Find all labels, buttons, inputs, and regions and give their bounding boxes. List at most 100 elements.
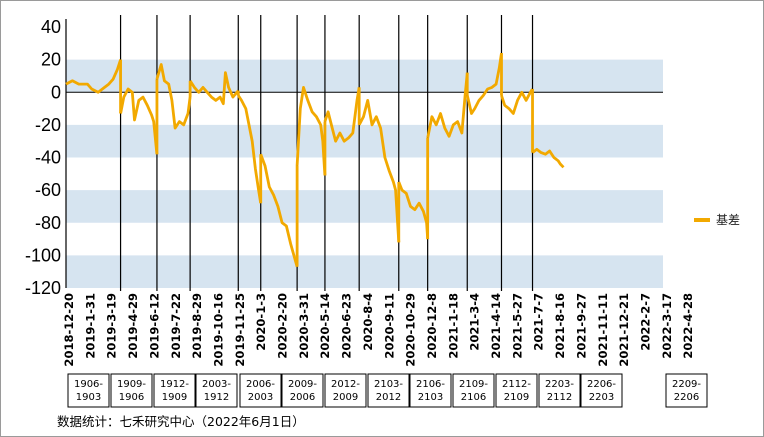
- contract-label: 2209-: [672, 379, 701, 390]
- contract-label: 1903: [76, 392, 101, 403]
- contract-box-border: [495, 373, 538, 408]
- x-tick-label: 2021-7-7: [532, 293, 546, 351]
- series-line-segment: [397, 181, 430, 240]
- contract-box-border: [367, 373, 410, 408]
- x-tick-label: 2021-11-11: [596, 293, 610, 367]
- contract-label: 2006-: [246, 379, 275, 390]
- series-line-segment: [426, 72, 469, 139]
- x-tick-label: 2021-1-18: [446, 293, 460, 359]
- y-tick-label: 20: [41, 50, 61, 70]
- contract-box: 2106- 2103: [409, 373, 452, 408]
- y-tick-label: -40: [35, 148, 61, 168]
- y-tick-label: -60: [35, 180, 61, 200]
- contract-box-border: [580, 373, 623, 408]
- y-tick-label: -120: [25, 278, 61, 298]
- contract-label: 2112-: [502, 379, 531, 390]
- contract-label: 2109: [504, 392, 529, 403]
- x-tick-label: 2019-6-12: [147, 293, 161, 359]
- contract-label: 1909: [162, 392, 187, 403]
- x-tick-label: 2022-3-17: [660, 293, 674, 359]
- contract-label: 2003-: [202, 379, 231, 390]
- contract-label: 2003: [248, 392, 273, 403]
- grid-band: [66, 124, 663, 158]
- x-tick-label: 2021-4-14: [489, 293, 503, 359]
- x-tick-label: 2021-12-21: [617, 293, 631, 367]
- contract-label: 2103-: [374, 379, 403, 390]
- x-tick-label: 2020-9-11: [382, 293, 396, 359]
- contract-box: 2112- 2109: [495, 373, 538, 408]
- contract-label: 2203-: [545, 379, 574, 390]
- contract-box-border: [239, 373, 282, 408]
- contract-label: 2106-: [416, 379, 445, 390]
- contract-label: 1912-: [160, 379, 189, 390]
- x-tick-label: 2019-7-22: [169, 293, 183, 359]
- series-line-segment: [295, 86, 327, 176]
- x-tick-label: 2021-9-27: [574, 293, 588, 359]
- contract-label: 2012-: [331, 379, 360, 390]
- series-line-segment: [259, 153, 299, 268]
- contract-label: 2006: [290, 392, 315, 403]
- contract-box-border: [665, 373, 708, 408]
- grid-band: [66, 190, 663, 223]
- contract-label: 1906-: [74, 379, 103, 390]
- legend-swatch: [694, 217, 710, 222]
- contract-box: 2209- 2206: [665, 373, 708, 408]
- contract-box-border: [409, 373, 452, 408]
- contract-box: 2109- 2106: [452, 373, 495, 408]
- source-note: 数据统计：七禾研究中心（2022年6月1日）: [57, 414, 305, 429]
- contract-label: 2009-: [288, 379, 317, 390]
- x-tick-label: 2020-12-8: [425, 293, 439, 359]
- contract-box: 2006- 2003: [239, 373, 282, 408]
- contract-label: 2206: [674, 392, 699, 403]
- y-tick-label: -80: [35, 213, 61, 233]
- x-tick-label: 2019-11-25: [233, 293, 247, 367]
- contract-box: 2009- 2006: [281, 373, 324, 408]
- contract-label: 2106: [461, 392, 486, 403]
- x-tick-label: 2019-10-16: [211, 293, 225, 367]
- series-line-segment: [65, 59, 122, 94]
- series-line-segment: [119, 87, 159, 155]
- contract-label: 2012: [376, 392, 401, 403]
- series-line-segment: [531, 147, 565, 169]
- series-line-segment: [357, 99, 401, 243]
- contract-label: 1906: [119, 392, 144, 403]
- grid-band: [66, 59, 663, 93]
- contract-box-border: [153, 373, 196, 408]
- series-line-segment: [155, 63, 192, 130]
- contract-box: 1906- 1903: [67, 373, 110, 408]
- contract-label: 1909-: [117, 379, 146, 390]
- contract-box: 2003- 1912: [195, 373, 238, 408]
- y-tick-label: -20: [35, 115, 61, 135]
- contract-label: 2103: [418, 392, 443, 403]
- x-tick-label: 2020-5-14: [318, 293, 332, 359]
- y-tick-label: -100: [25, 245, 61, 265]
- x-tick-label: 2020-2-20: [276, 293, 290, 359]
- contract-box-border: [538, 373, 581, 408]
- contract-label: 2203: [589, 392, 614, 403]
- contract-label: 1912: [204, 392, 229, 403]
- x-tick-label: 2019-3-19: [105, 293, 119, 359]
- x-tick-label: 2020-3-31: [297, 293, 311, 359]
- x-tick-label: 2019-8-29: [190, 293, 204, 359]
- x-tick-label: 2021-3-4: [468, 293, 482, 351]
- contract-box: 2206- 2203: [580, 373, 623, 408]
- grid-band: [66, 255, 663, 288]
- contract-label: 2206-: [587, 379, 616, 390]
- series-line-segment: [237, 94, 263, 204]
- legend-label: 基差: [716, 213, 741, 227]
- series-line-segment: [465, 52, 503, 115]
- x-tick-label: 2020-6-23: [340, 293, 354, 359]
- contract-box-border: [110, 373, 153, 408]
- contract-box-border: [324, 373, 367, 408]
- contract-box-border: [195, 373, 238, 408]
- contract-box-border: [281, 373, 324, 408]
- y-tick-label: 0: [51, 82, 61, 102]
- contract-box: 1909- 1906: [110, 373, 153, 408]
- contract-label: 2112: [547, 392, 572, 403]
- contract-label: 2109-: [459, 379, 488, 390]
- x-tick-label: 2022-2-7: [638, 293, 652, 351]
- x-tick-label: 2020-8-4: [361, 293, 375, 351]
- contract-box: 1912- 1909: [153, 373, 196, 408]
